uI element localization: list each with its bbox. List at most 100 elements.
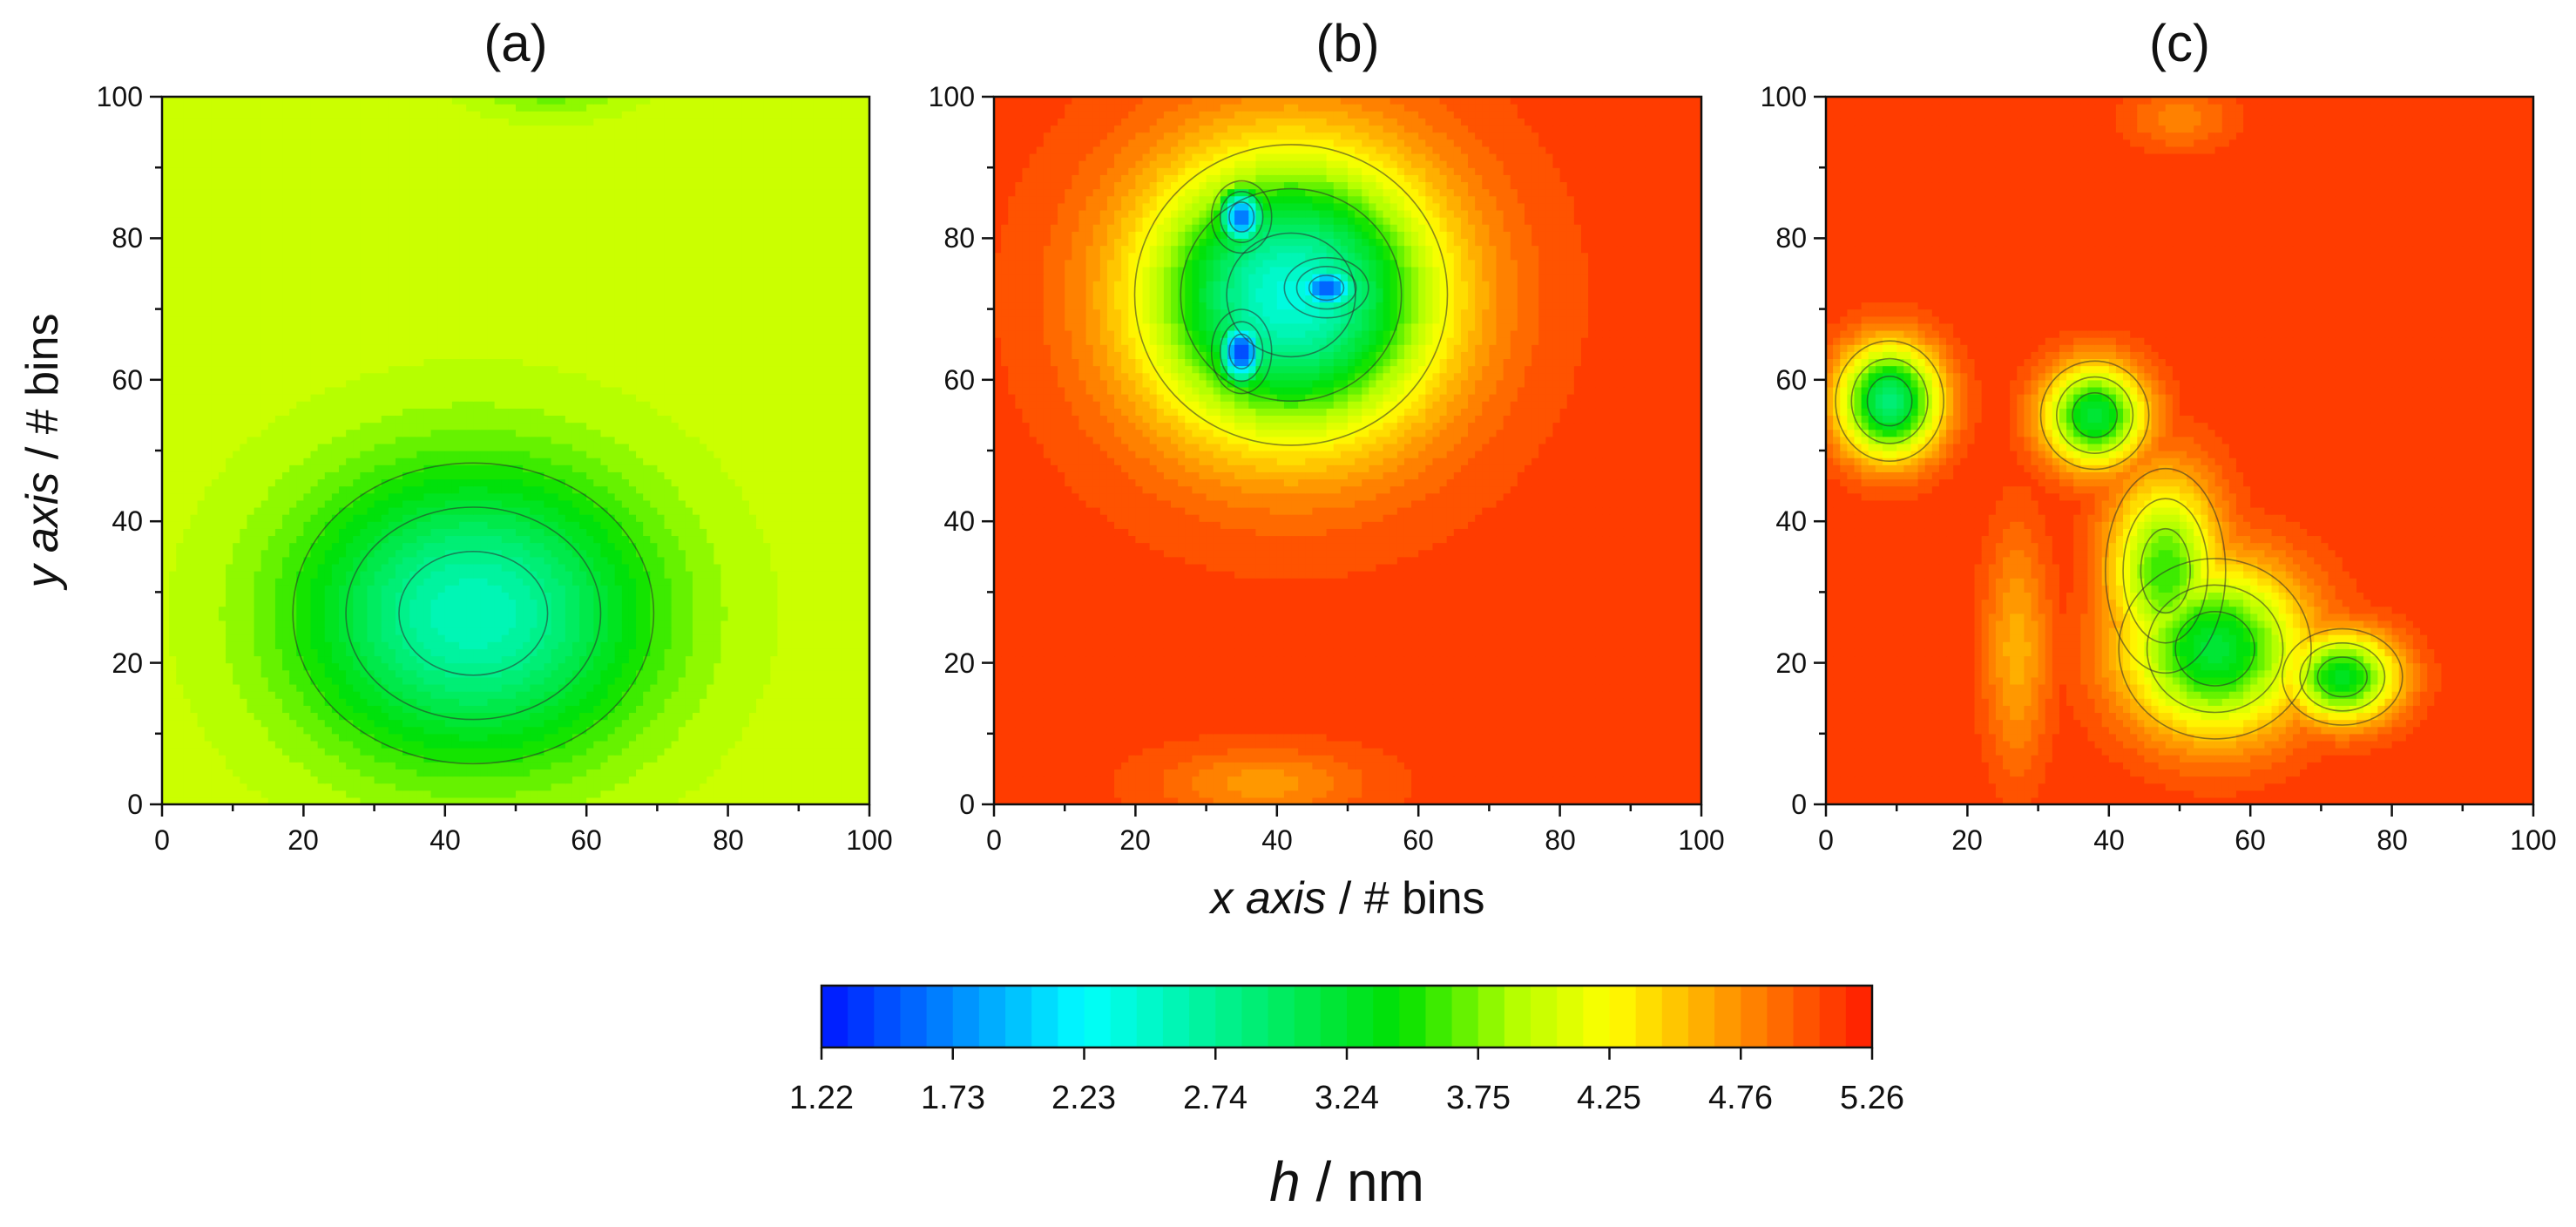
heatmap-cell: [274, 464, 283, 472]
heatmap-cell: [374, 783, 382, 791]
heatmap-cell: [756, 797, 764, 804]
heatmap-cell: [416, 769, 425, 777]
heatmap-cell: [310, 648, 319, 657]
heatmap-cell: [720, 485, 729, 494]
heatmap-cell: [339, 471, 347, 480]
heatmap-cell: [169, 620, 177, 628]
heatmap-cell: [416, 620, 425, 628]
heatmap-cell: [190, 620, 199, 628]
heatmap-cell: [267, 748, 276, 756]
heatmap-cell: [537, 464, 545, 472]
heatmap-cell: [247, 571, 255, 579]
heatmap-cell: [423, 712, 432, 721]
heatmap-cell: [579, 641, 587, 649]
heatmap-cell: [388, 563, 396, 572]
heatmap-cell: [409, 755, 417, 763]
heatmap-cell: [444, 762, 453, 769]
heatmap-cell: [678, 762, 686, 769]
heatmap-cell: [558, 726, 566, 735]
heatmap-cell: [734, 740, 743, 749]
heatmap-cell: [416, 563, 425, 572]
heatmap-cell: [423, 783, 432, 791]
heatmap-cell: [537, 797, 545, 804]
heatmap-cell: [254, 478, 262, 487]
heatmap-cell: [388, 662, 396, 671]
heatmap-cell: [317, 776, 326, 784]
heatmap-cell: [834, 592, 842, 600]
heatmap-cell: [827, 592, 835, 600]
heatmap-cell: [339, 776, 347, 784]
heatmap-cell: [218, 606, 226, 614]
heatmap-cell: [813, 478, 821, 487]
heatmap-cell: [848, 578, 856, 586]
heatmap-cell: [848, 514, 856, 522]
heatmap-cell: [459, 506, 467, 515]
heatmap-cell: [791, 528, 800, 537]
heatmap-cell: [247, 712, 255, 721]
heatmap-cell: [211, 563, 220, 572]
heatmap-cell: [451, 797, 460, 804]
heatmap-cell: [423, 691, 432, 699]
heatmap-cell: [586, 676, 594, 685]
heatmap-cell: [784, 542, 793, 551]
heatmap-cell: [565, 506, 573, 515]
heatmap-cell: [487, 641, 496, 649]
heatmap-cell: [586, 451, 594, 458]
heatmap-cell: [748, 556, 757, 565]
heatmap-cell: [571, 556, 580, 565]
heatmap-cell: [862, 535, 869, 544]
heatmap-cell: [628, 669, 637, 678]
heatmap-cell: [537, 458, 545, 465]
heatmap-cell: [416, 783, 425, 791]
heatmap-cell: [734, 762, 743, 769]
heatmap-cell: [530, 662, 538, 671]
heatmap-cell: [260, 585, 269, 593]
heatmap-cell: [162, 506, 170, 515]
heatmap-cell: [784, 458, 793, 465]
heatmap-cell: [600, 485, 609, 494]
heatmap-cell: [784, 698, 793, 706]
heatmap-cell: [494, 719, 503, 728]
heatmap-cell: [551, 797, 559, 804]
heatmap-cell: [416, 556, 425, 565]
heatmap-cell: [820, 585, 828, 593]
heatmap-cell: [777, 458, 786, 465]
heatmap-cell: [416, 451, 425, 458]
heatmap-cell: [777, 592, 786, 600]
heatmap-cell: [741, 578, 750, 586]
heatmap-cell: [317, 748, 326, 756]
heatmap-cell: [233, 542, 240, 551]
heatmap-cell: [748, 563, 757, 572]
heatmap-cell: [233, 755, 240, 763]
heatmap-cell: [544, 451, 552, 458]
heatmap-cell: [162, 634, 170, 642]
heatmap-cell: [473, 641, 481, 649]
heatmap-cell: [657, 535, 666, 544]
heatmap-cell: [614, 683, 623, 692]
heatmap-cell: [303, 705, 312, 714]
heatmap-cell: [791, 592, 800, 600]
heatmap-cell: [841, 478, 849, 487]
heatmap-cell: [353, 571, 361, 579]
heatmap-cell: [501, 528, 510, 537]
heatmap-cell: [671, 471, 679, 480]
heatmap-cell: [494, 698, 503, 706]
heatmap-cell: [267, 698, 276, 706]
heatmap-cell: [459, 641, 467, 649]
heatmap-cell: [763, 662, 771, 671]
heatmap-cell: [317, 464, 326, 472]
heatmap-cell: [720, 578, 729, 586]
heatmap-cell: [607, 464, 616, 472]
heatmap-cell: [579, 592, 587, 600]
heatmap-cell: [537, 705, 545, 714]
heatmap-cell: [487, 592, 496, 600]
heatmap-cell: [734, 620, 743, 628]
heatmap-cell: [614, 705, 623, 714]
heatmap-cell: [841, 634, 849, 642]
heatmap-cell: [190, 464, 199, 472]
heatmap-cell: [756, 726, 764, 735]
heatmap-cell: [621, 676, 630, 685]
heatmap-cell: [664, 599, 673, 607]
heatmap-cell: [367, 458, 375, 465]
heatmap-cell: [162, 578, 170, 586]
